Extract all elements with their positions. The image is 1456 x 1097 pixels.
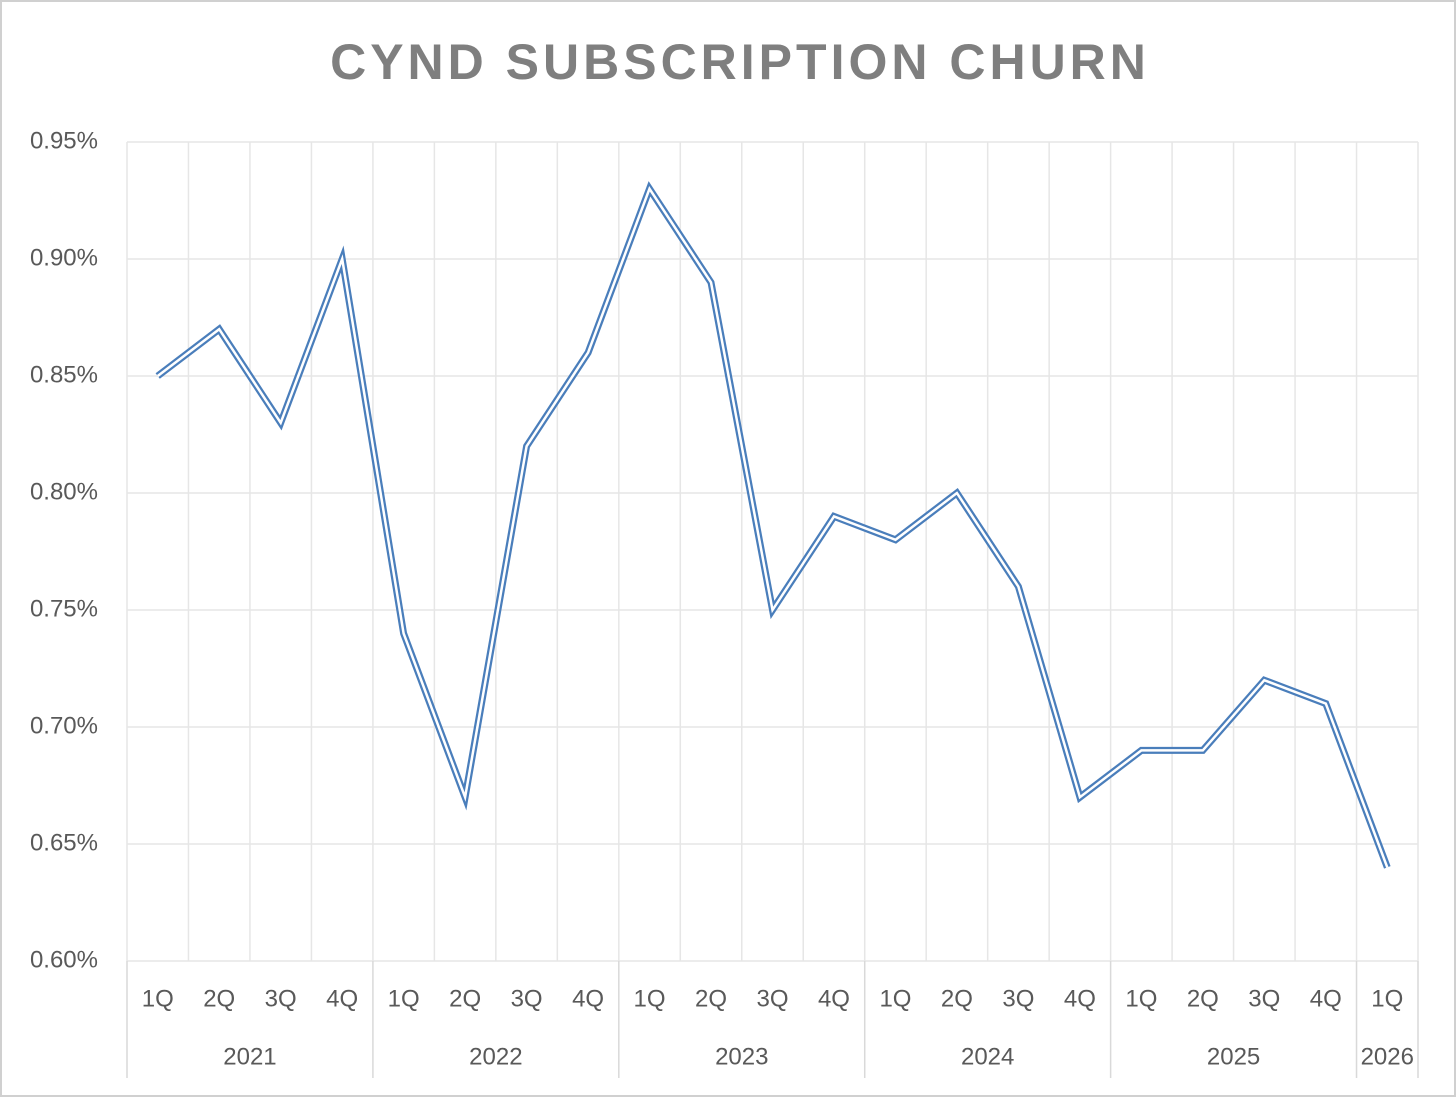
x-tick-label: 2Q bbox=[941, 985, 973, 1012]
x-tick-label: 2Q bbox=[1187, 985, 1219, 1012]
x-tick-label: 3Q bbox=[1248, 985, 1280, 1012]
x-tick-label: 4Q bbox=[326, 985, 358, 1012]
x-tick-label: 1Q bbox=[142, 985, 174, 1012]
x-tick-label: 1Q bbox=[879, 985, 911, 1012]
x-tick-label: 4Q bbox=[572, 985, 604, 1012]
x-group-label: 2024 bbox=[961, 1043, 1014, 1070]
x-tick-label: 2Q bbox=[203, 985, 235, 1012]
x-tick-label: 4Q bbox=[818, 985, 850, 1012]
x-tick-label: 3Q bbox=[756, 985, 788, 1012]
x-tick-label: 3Q bbox=[1002, 985, 1034, 1012]
y-tick-label: 0.70% bbox=[30, 712, 98, 739]
x-tick-label: 4Q bbox=[1064, 985, 1096, 1012]
x-tick-label: 1Q bbox=[1125, 985, 1157, 1012]
y-tick-label: 0.60% bbox=[30, 946, 98, 973]
x-group-label: 2023 bbox=[715, 1043, 768, 1070]
x-tick-label: 1Q bbox=[388, 985, 420, 1012]
x-tick-label: 2Q bbox=[449, 985, 481, 1012]
x-tick-label: 1Q bbox=[1371, 985, 1403, 1012]
y-tick-label: 0.75% bbox=[30, 595, 98, 622]
y-tick-label: 0.95% bbox=[30, 127, 98, 154]
x-group-label: 2026 bbox=[1361, 1043, 1414, 1070]
x-tick-label: 1Q bbox=[634, 985, 666, 1012]
x-tick-label: 2Q bbox=[695, 985, 727, 1012]
x-tick-label: 3Q bbox=[265, 985, 297, 1012]
y-tick-label: 0.90% bbox=[30, 244, 98, 271]
x-tick-label: 3Q bbox=[511, 985, 543, 1012]
y-tick-label: 0.85% bbox=[30, 361, 98, 388]
x-group-label: 2025 bbox=[1207, 1043, 1260, 1070]
x-group-label: 2021 bbox=[223, 1043, 276, 1070]
y-tick-label: 0.65% bbox=[30, 829, 98, 856]
line-inner bbox=[156, 186, 1389, 868]
x-group-label: 2022 bbox=[469, 1043, 522, 1070]
x-tick-label: 4Q bbox=[1310, 985, 1342, 1012]
y-tick-label: 0.80% bbox=[30, 478, 98, 505]
chart-title: CYND SUBSCRIPTION CHURN bbox=[330, 34, 1150, 90]
